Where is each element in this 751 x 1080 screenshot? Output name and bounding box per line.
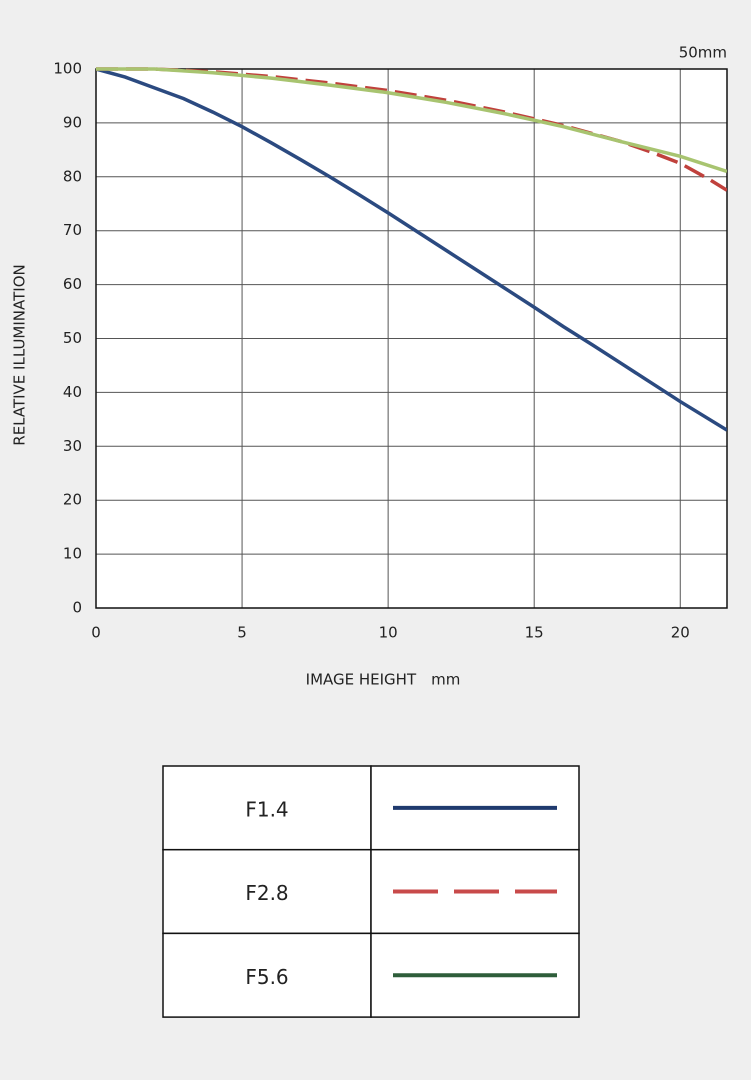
y-tick-label: 20 [63, 491, 82, 509]
x-axis-label: IMAGE HEIGHT mm [306, 671, 461, 689]
x-tick-label: 0 [91, 624, 101, 642]
legend-label: F5.6 [245, 965, 288, 989]
y-tick-label: 0 [72, 599, 82, 617]
y-tick-label: 70 [63, 221, 82, 239]
y-tick-label: 40 [63, 383, 82, 401]
x-tick-label: 20 [671, 624, 690, 642]
series-line [96, 67, 727, 432]
y-tick-label: 30 [63, 437, 82, 455]
legend-label: F2.8 [245, 881, 288, 905]
y-tick-label: 90 [63, 113, 82, 131]
plot-border [95, 68, 728, 609]
y-axis-label: RELATIVE ILLUMINATION [11, 264, 29, 445]
y-tick-label: 50 [63, 329, 82, 347]
x-tick-label: 10 [379, 624, 398, 642]
subtitle: 50mm [679, 44, 727, 62]
legend-cell [162, 848, 372, 935]
series-line [96, 67, 727, 174]
x-tick-label: 5 [237, 624, 247, 642]
legend-cell [162, 765, 372, 851]
legend-label: F1.4 [245, 797, 288, 821]
y-tick-label: 80 [63, 167, 82, 185]
y-tick-label: 10 [63, 545, 82, 563]
x-tick-label: 15 [525, 624, 544, 642]
y-tick-label: 100 [53, 60, 82, 78]
y-tick-label: 60 [63, 275, 82, 293]
